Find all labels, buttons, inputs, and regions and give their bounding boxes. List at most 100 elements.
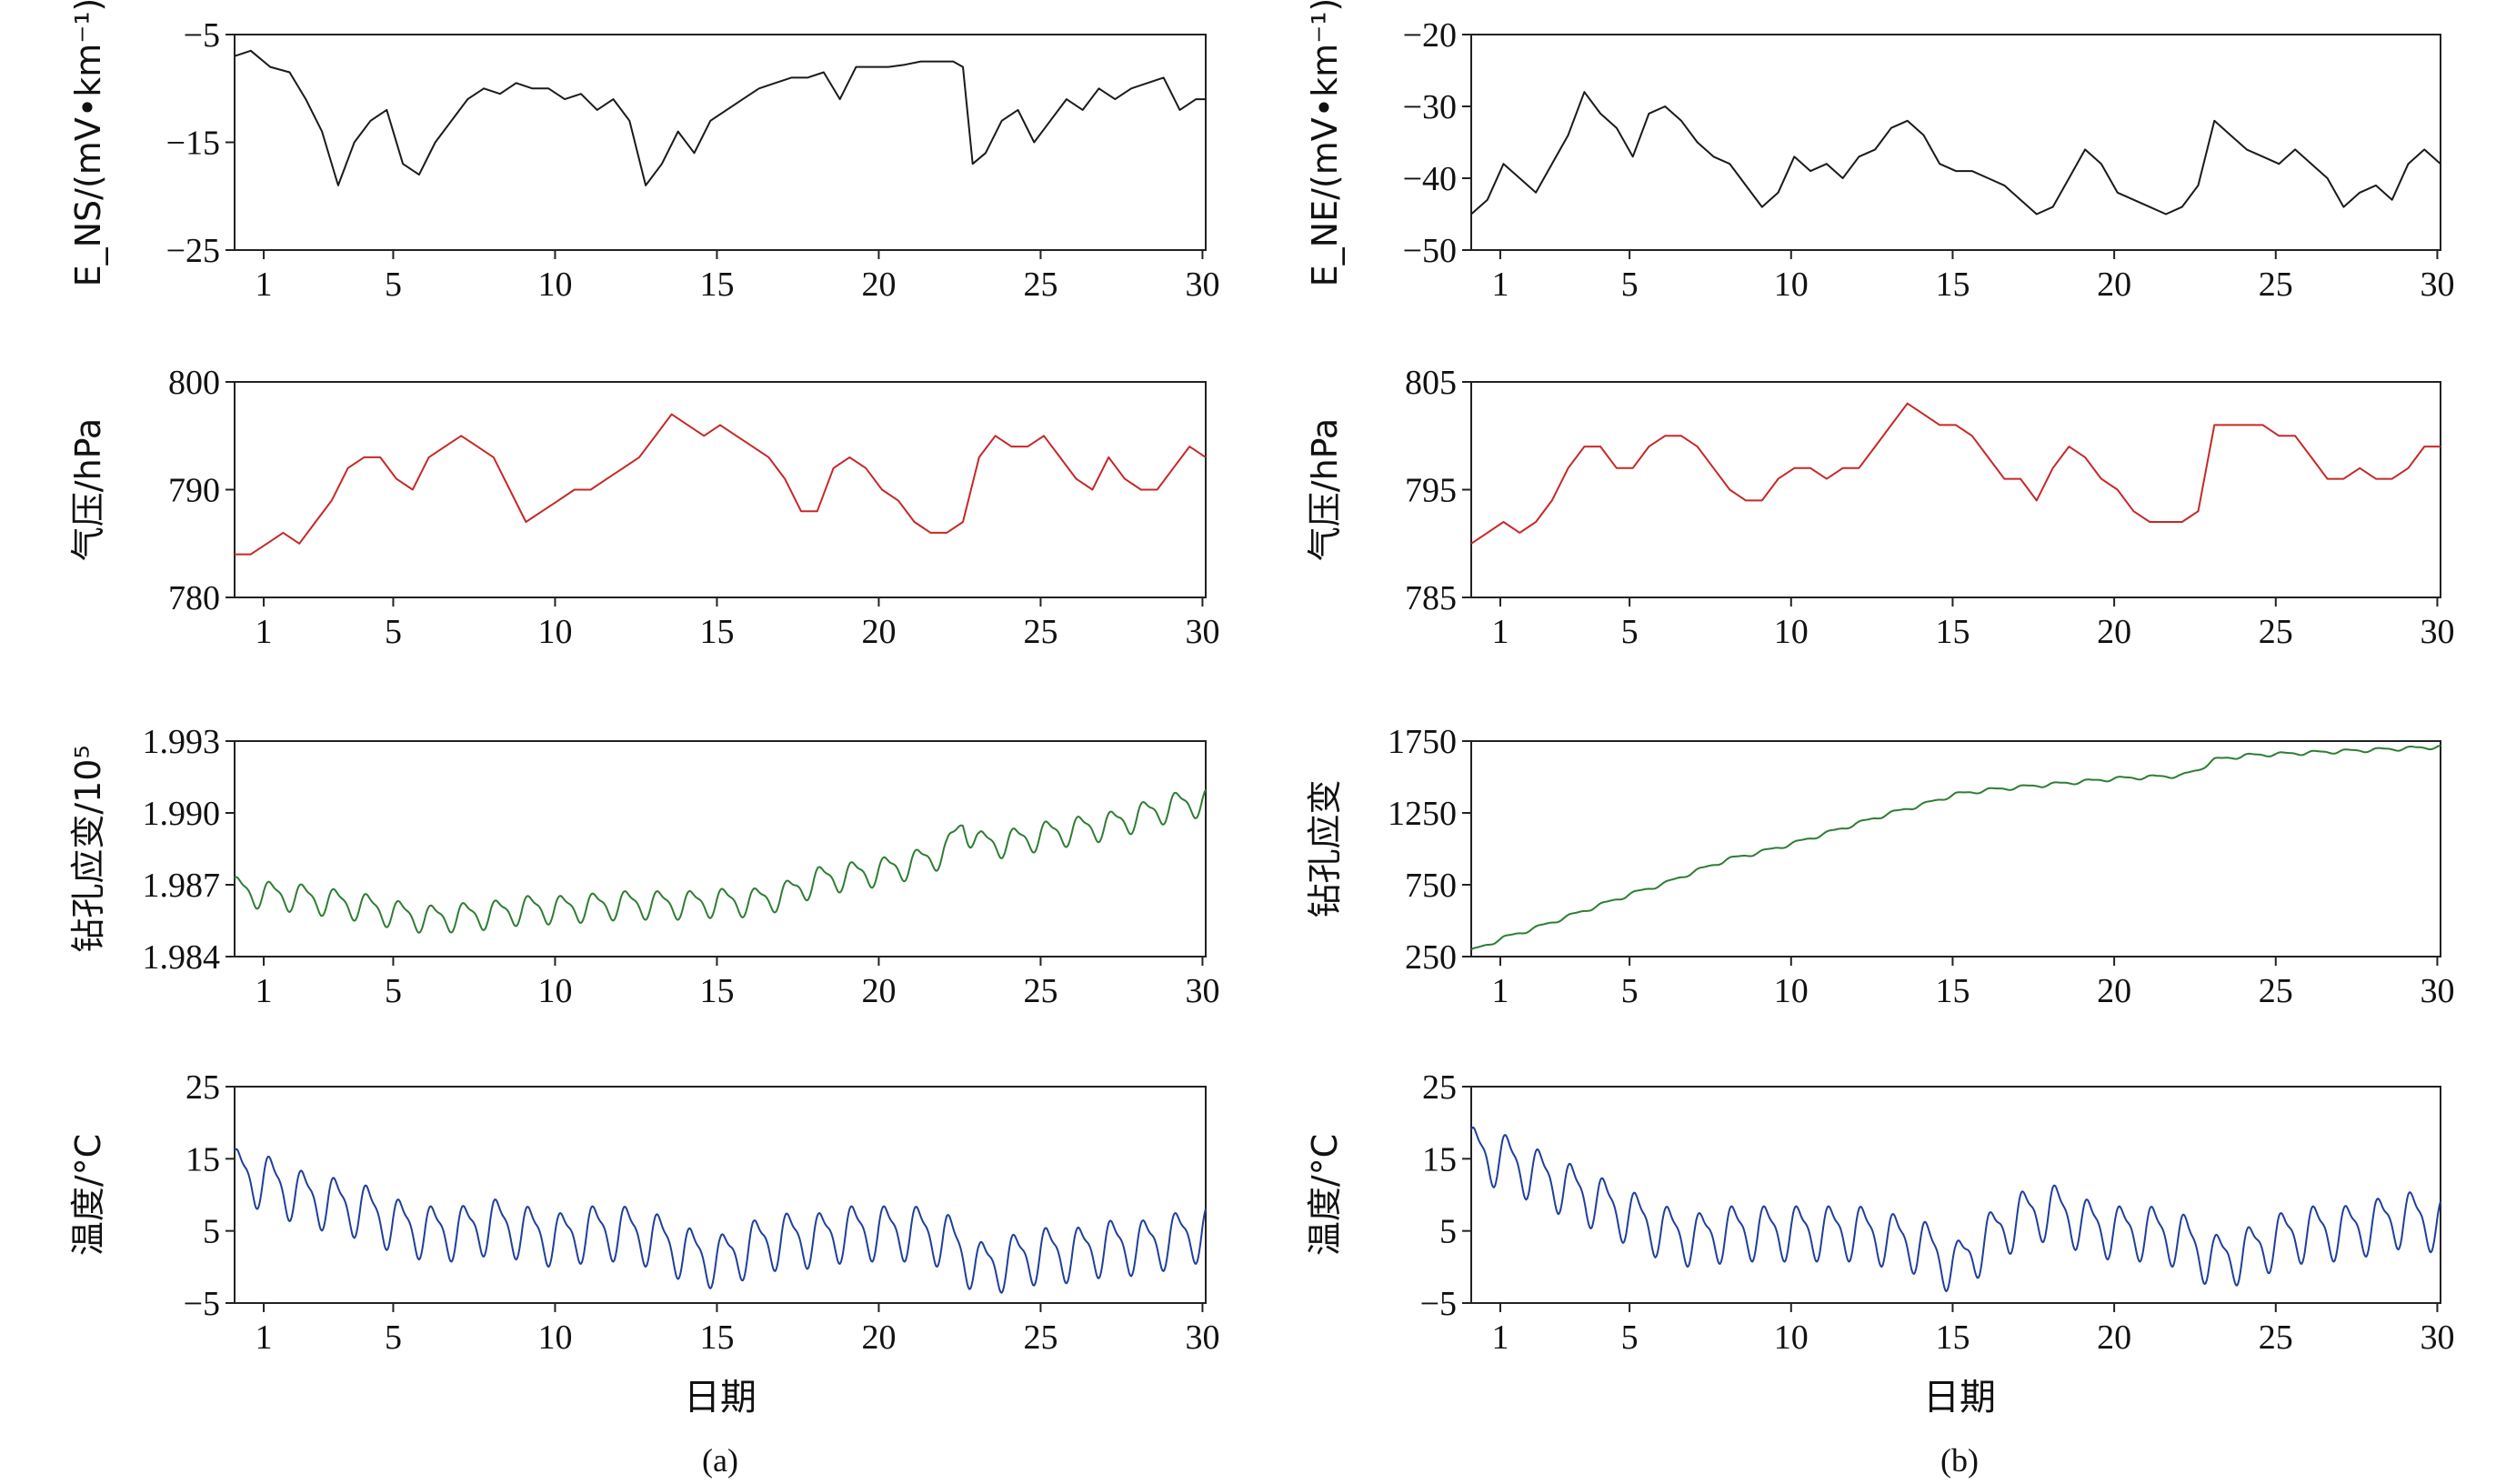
plot-frame <box>234 34 1207 251</box>
series-line-a1-0 <box>234 49 1206 186</box>
series-line-a3-0 <box>234 788 1207 934</box>
x-tick-label: 25 <box>2259 266 2293 304</box>
y-tick-label: 25 <box>185 1068 220 1107</box>
x-tick-label: 10 <box>1774 1319 1809 1357</box>
x-tick-label: 10 <box>537 613 572 651</box>
plot-frame <box>1470 381 2441 598</box>
plot-frame <box>234 381 1207 598</box>
x-tick-label: 5 <box>1621 613 1639 651</box>
y-tick-label: −5 <box>184 1285 220 1323</box>
y-tick-label: 15 <box>1422 1140 1457 1178</box>
y-tick-label: −40 <box>1403 160 1457 198</box>
x-tick-label: 25 <box>1023 972 1058 1010</box>
y-tick-label: 785 <box>1405 579 1457 617</box>
x-tick-label: 25 <box>2259 613 2293 651</box>
y-axis-label: 钻孔应变/10⁵ <box>68 745 108 952</box>
x-tick-label: 30 <box>1185 972 1219 1010</box>
x-tick-label: 15 <box>699 1319 734 1357</box>
x-tick-label: 15 <box>699 613 734 651</box>
caption-a: (a) <box>702 1442 738 1479</box>
x-tick-label: 30 <box>1185 613 1219 651</box>
x-tick-label: 25 <box>1023 1319 1058 1357</box>
x-tick-label: 30 <box>2420 613 2454 651</box>
x-tick-label: 10 <box>537 1319 572 1357</box>
x-tick-label: 20 <box>2097 613 2131 651</box>
y-tick-label: 790 <box>168 472 220 510</box>
y-axis-label: 温度/°C <box>68 1134 108 1256</box>
x-tick-label: 20 <box>861 266 896 304</box>
x-tick-label: 20 <box>2097 266 2131 304</box>
y-tick-label: 1250 <box>1388 795 1457 833</box>
y-tick-label: −20 <box>1403 16 1457 55</box>
x-tick-label: 15 <box>1935 266 1970 304</box>
x-tick-label: 1 <box>1491 972 1509 1010</box>
x-tick-label: 10 <box>537 972 572 1010</box>
y-tick-label: −15 <box>166 125 220 163</box>
x-tick-label: 25 <box>2259 1319 2293 1357</box>
y-axis-label: 钻孔应变 <box>1305 779 1345 917</box>
x-tick-label: 5 <box>1621 266 1639 304</box>
series-line-b2-0 <box>1470 402 2441 545</box>
x-tick-label: 20 <box>861 613 896 651</box>
series-line-b3-0 <box>1470 744 2441 950</box>
x-tick-label: 5 <box>385 972 402 1010</box>
x-tick-label: 5 <box>1621 972 1639 1010</box>
y-tick-label: 1.984 <box>143 938 221 977</box>
y-axis-label: E_NS/(mV•km⁻¹) <box>68 0 108 286</box>
y-axis-label: 气压/hPa <box>68 418 108 561</box>
x-tick-label: 30 <box>2420 972 2454 1010</box>
chart-panel-a1: −25−15−51 5 10 15 20 25 30E_NS/(mV•km⁻¹) <box>68 0 1219 304</box>
x-tick-label: 1 <box>1491 266 1509 304</box>
y-tick-label: 1.993 <box>143 723 221 761</box>
x-tick-label: 15 <box>699 266 734 304</box>
x-tick-label: 20 <box>861 1319 896 1357</box>
x-tick-label: 25 <box>1023 613 1058 651</box>
x-tick-label: 1 <box>256 972 273 1010</box>
y-axis-label: E_NE/(mV•km⁻¹) <box>1305 0 1345 286</box>
x-tick-label: 1 <box>1491 613 1509 651</box>
x-tick-label: 1 <box>256 266 273 304</box>
x-axis-label-a: 日期 <box>684 1377 757 1419</box>
y-tick-label: 5 <box>203 1213 220 1251</box>
x-tick-label: 5 <box>385 266 402 304</box>
y-axis-label: 温度/°C <box>1305 1134 1345 1256</box>
series-line-a4-0 <box>234 1148 1207 1294</box>
x-tick-label: 10 <box>1774 266 1809 304</box>
x-tick-label: 15 <box>699 972 734 1010</box>
plot-frame <box>1470 1086 2441 1304</box>
y-tick-label: −50 <box>1403 232 1457 270</box>
plot-frame <box>234 1086 1207 1304</box>
x-tick-label: 25 <box>1023 266 1058 304</box>
y-tick-label: 5 <box>1439 1213 1457 1251</box>
x-tick-label: 15 <box>1935 972 1970 1010</box>
y-tick-label: 750 <box>1405 867 1457 905</box>
y-axis-label: 气压/hPa <box>1305 418 1345 561</box>
y-tick-label: 800 <box>168 364 220 402</box>
x-tick-label: 20 <box>861 972 896 1010</box>
x-tick-label: 30 <box>1185 266 1219 304</box>
x-tick-label: 5 <box>385 1319 402 1357</box>
x-tick-label: 15 <box>1935 613 1970 651</box>
plot-frame <box>234 740 1207 958</box>
y-tick-label: −25 <box>166 232 220 270</box>
y-tick-label: 780 <box>168 579 220 617</box>
series-line-b4-0 <box>1470 1126 2441 1293</box>
x-tick-label: 10 <box>1774 972 1809 1010</box>
series-line-b1-0 <box>1470 91 2441 216</box>
caption-b: (b) <box>1940 1442 1979 1479</box>
x-tick-label: 30 <box>1185 1319 1219 1357</box>
x-tick-label: 30 <box>2420 266 2454 304</box>
plot-frame <box>1470 34 2441 251</box>
y-tick-label: 1.987 <box>143 867 221 905</box>
x-tick-label: 5 <box>385 613 402 651</box>
x-axis-label-b: 日期 <box>1923 1377 1996 1419</box>
plot-frame <box>1470 740 2441 958</box>
x-tick-label: 5 <box>1621 1319 1639 1357</box>
y-tick-label: 1750 <box>1388 723 1457 761</box>
